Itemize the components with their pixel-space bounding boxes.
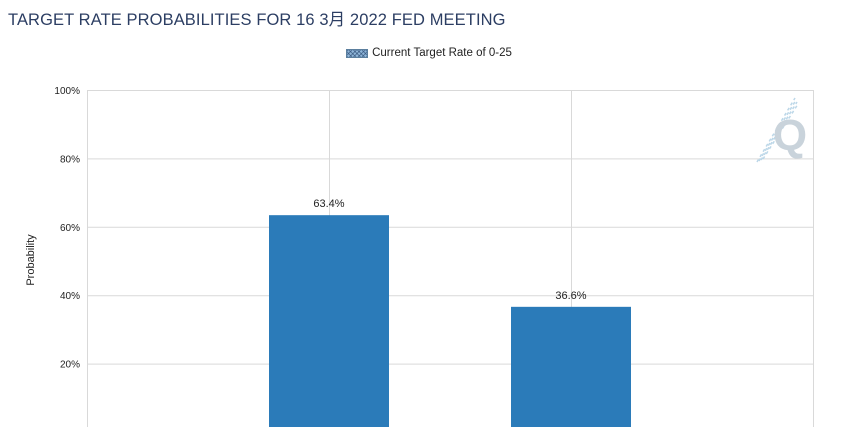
watermark-stroke bbox=[756, 97, 796, 163]
bar-value-label: 63.4% bbox=[313, 198, 344, 210]
watermark-letter: Q bbox=[773, 111, 807, 160]
y-axis-label: Probability bbox=[25, 234, 37, 286]
y-tick-label: 20% bbox=[60, 360, 80, 371]
legend: Current Target Rate of 0-25 bbox=[0, 47, 844, 61]
y-tick-label: 100% bbox=[54, 86, 80, 97]
bars bbox=[269, 215, 631, 427]
bar[interactable] bbox=[511, 306, 631, 427]
data-labels: 63.4% 36.6% bbox=[313, 198, 586, 302]
watermark-stroke bbox=[762, 103, 799, 160]
grid-lines bbox=[87, 90, 814, 427]
legend-label: Current Target Rate of 0-25 bbox=[372, 47, 512, 59]
bar-value-label: 36.6% bbox=[555, 290, 586, 302]
watermark-logo: Q bbox=[756, 97, 807, 163]
y-axis: 20% 40% 60% 80% 100% bbox=[54, 86, 80, 371]
y-tick-label: 60% bbox=[60, 223, 80, 234]
legend-swatch bbox=[346, 48, 369, 58]
watermark-stroke bbox=[760, 101, 798, 161]
bar[interactable] bbox=[269, 215, 389, 427]
legend-item[interactable]: Current Target Rate of 0-25 bbox=[346, 47, 512, 59]
chart-title: TARGET RATE PROBABILITIES FOR 16 3月 2022… bbox=[8, 11, 506, 29]
y-tick-label: 40% bbox=[60, 291, 80, 302]
y-tick-label: 80% bbox=[60, 154, 80, 165]
